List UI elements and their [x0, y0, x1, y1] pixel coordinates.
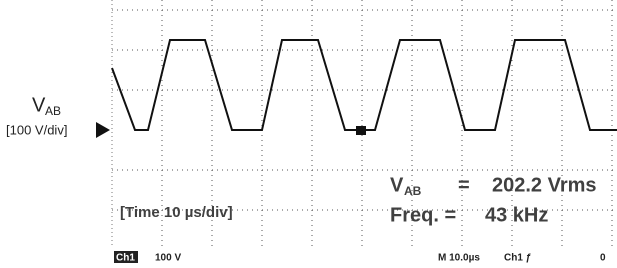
channel-subscript: AB	[45, 104, 61, 118]
scope-figure: V AB [100 V/div] V AB = 202.2 Vrms Freq.…	[0, 0, 617, 268]
status-channel: Ch1	[116, 253, 135, 264]
status-time: M 10.0µs	[438, 253, 480, 264]
frequency-label: Freq. =	[390, 204, 456, 226]
channel-arrow	[96, 122, 110, 138]
status-level: 0	[600, 253, 606, 264]
voltage-equals: =	[458, 174, 470, 196]
voltage-subscript: AB	[404, 184, 422, 198]
channel-symbol: V	[32, 94, 46, 116]
frequency-value: 43 kHz	[485, 204, 548, 226]
trigger-marker	[356, 126, 366, 135]
status-bar	[112, 249, 617, 268]
voltage-symbol: V	[390, 174, 404, 196]
voltage-value: 202.2 Vrms	[492, 174, 597, 196]
time-scale: [Time 10 µs/div]	[120, 204, 233, 221]
waveform	[112, 40, 617, 130]
status-volts: 100 V	[155, 253, 181, 264]
status-trigger: Ch1 ƒ	[504, 253, 532, 264]
channel-scale: [100 V/div]	[6, 122, 67, 137]
